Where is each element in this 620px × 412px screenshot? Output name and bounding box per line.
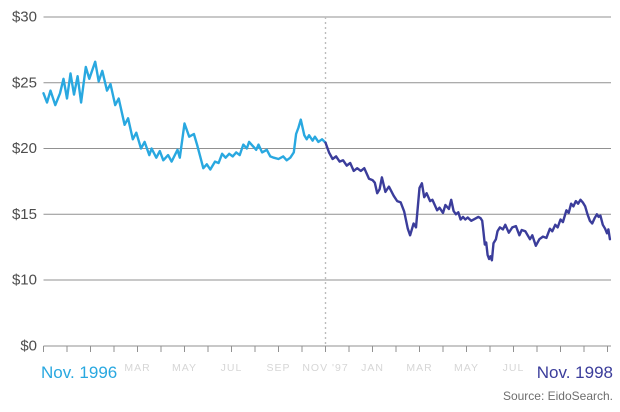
y-axis-label: $30 <box>12 9 37 26</box>
y-axis-label: $0 <box>20 338 37 355</box>
price-line-after_divider <box>324 141 612 262</box>
x-axis-month-label: MAR <box>406 362 432 374</box>
x-axis-month-label: JAN <box>361 362 384 374</box>
x-axis-month-label: SEP <box>266 362 290 374</box>
y-axis-label: $10 <box>12 272 37 289</box>
y-axis-label: $15 <box>12 206 37 223</box>
price-line-before_divider <box>42 60 327 171</box>
x-axis-month-label: MAR <box>124 362 150 374</box>
x-axis-month-label: JUL <box>221 362 243 374</box>
x-axis-month-label: NOV '97 <box>302 362 348 374</box>
y-axis-label: $25 <box>12 74 37 91</box>
source-credit: Source: EidoSearch. <box>503 389 613 403</box>
y-axis-label: $20 <box>12 140 37 157</box>
x-axis-month-label: MAY <box>172 362 197 374</box>
x-axis-start-label: Nov. 1996 <box>41 363 117 382</box>
x-axis-month-label: MAY <box>454 362 479 374</box>
x-axis-month-label: JUL <box>503 362 525 374</box>
x-axis-end-label: Nov. 1998 <box>537 363 613 382</box>
